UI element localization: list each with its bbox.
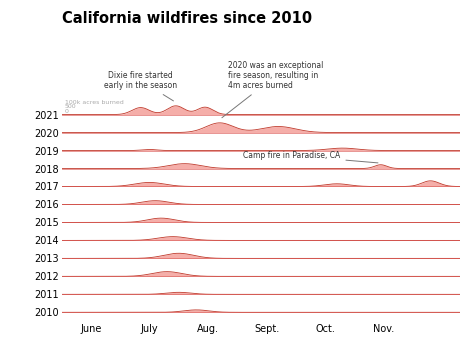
Text: 500: 500 [64,104,76,109]
Text: 0: 0 [64,109,68,114]
Text: Camp fire in Paradise, CA: Camp fire in Paradise, CA [243,151,378,163]
Text: 100k acres burned: 100k acres burned [64,100,123,105]
Text: Dixie fire started
early in the season: Dixie fire started early in the season [104,71,177,101]
Text: 2020 was an exceptional
fire season, resulting in
4m acres burned: 2020 was an exceptional fire season, res… [222,61,324,118]
Text: California wildfires since 2010: California wildfires since 2010 [62,11,312,26]
